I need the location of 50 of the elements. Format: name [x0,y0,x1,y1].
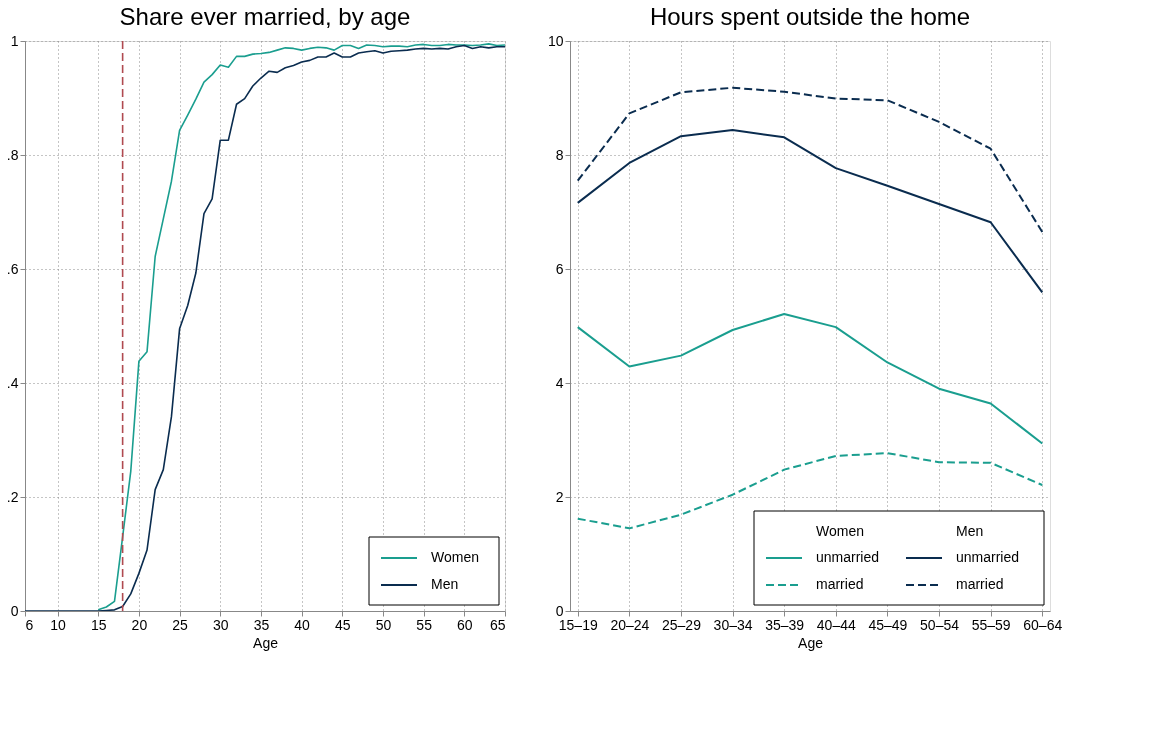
x-tick-label: 15–19 [558,616,598,633]
x-tick-label: 60 [457,616,473,633]
x-tick-label: 45 [335,616,351,633]
x-tick-label: 25 [172,616,189,633]
line-series [576,128,1044,294]
y-tick-label: 8 [555,146,564,163]
x-tick-label: 25–29 [662,616,702,633]
x-tick-label: 30–34 [713,616,753,633]
y-tick-label: 0 [555,602,564,619]
x-tick-label: 30 [212,616,229,633]
legend-label: unmarried [956,549,1020,565]
x-tick-label: 50 [375,616,392,633]
legend-label: married [956,576,1004,592]
x-tick-label: 40 [294,616,311,633]
x-tick-label: 45–49 [868,616,908,633]
chart-title: Hours spent outside the home [649,3,971,30]
y-tick-label: .4 [6,374,19,391]
y-tick-label: 10 [547,32,564,49]
x-tick-label: 55–59 [971,616,1011,633]
x-axis-title: Age [798,634,824,651]
x-tick-label: 65 [489,616,506,633]
x-tick-label: 20 [131,616,148,633]
x-tick-label: 60–64 [1023,616,1063,633]
line-series [576,86,1044,233]
legend-label: unmarried [816,549,880,565]
annotation: Women [816,523,864,539]
annotation: Men [956,523,984,539]
y-tick-label: 2 [555,488,564,505]
chart-title: Share ever married, by age [119,3,411,30]
x-tick-label: 15 [90,616,107,633]
legend-label: Men [431,576,459,592]
y-tick-label: 1 [10,32,19,49]
x-tick-label: 55 [416,616,433,633]
x-tick-label: 20–24 [610,616,650,633]
legend-label: married [816,576,864,592]
legend-label: Women [431,549,479,565]
x-tick-label: 10 [50,616,67,633]
x-axis-title: Age [253,634,279,651]
x-tick-label: 35–39 [765,616,805,633]
y-tick-label: 0 [10,602,19,619]
x-tick-label: 50–54 [920,616,960,633]
x-tick-label: 40–44 [816,616,856,633]
y-tick-label: .8 [6,146,19,163]
y-tick-label: .6 [6,260,19,277]
x-tick-label: 35 [253,616,270,633]
x-tick-label: 6 [25,616,34,633]
y-tick-label: 4 [555,374,564,391]
y-tick-label: 6 [555,260,564,277]
line-series [576,313,1044,445]
y-tick-label: .2 [6,488,19,505]
